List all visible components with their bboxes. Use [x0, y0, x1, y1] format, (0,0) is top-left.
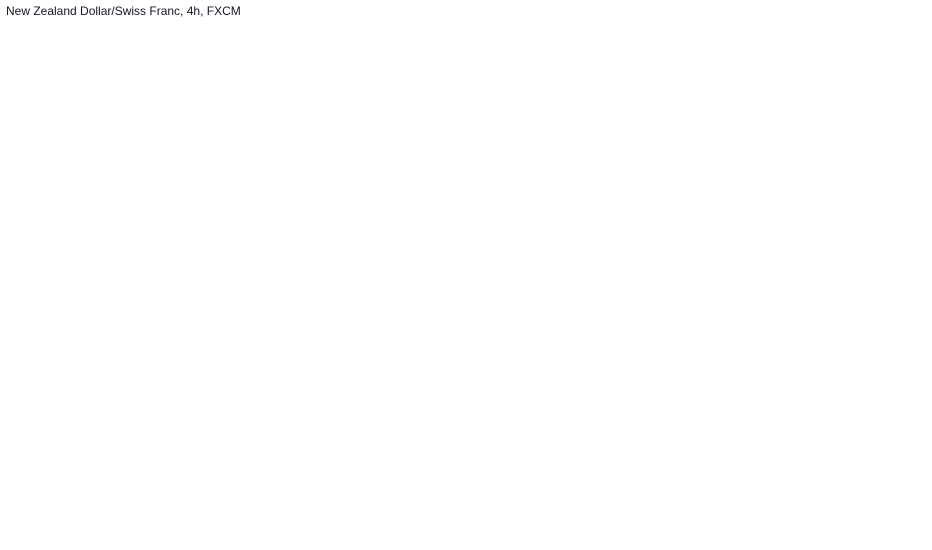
chart-title: New Zealand Dollar/Swiss Franc, 4h, FXCM: [6, 4, 241, 18]
